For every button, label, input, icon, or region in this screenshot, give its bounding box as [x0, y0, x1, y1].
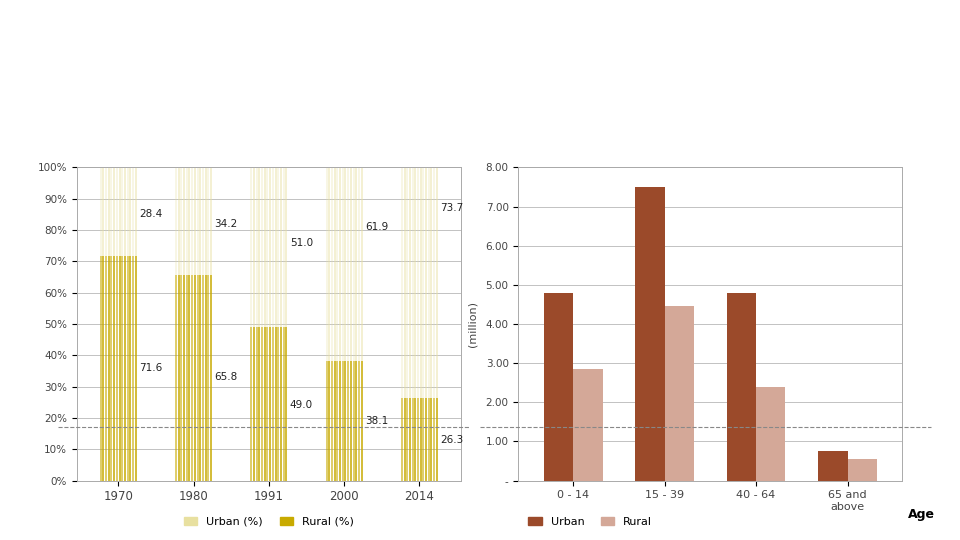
Text: 51.0: 51.0 — [290, 238, 313, 247]
Text: 49.0: 49.0 — [290, 401, 313, 410]
Text: 73.7: 73.7 — [441, 203, 464, 213]
Text: Age: Age — [908, 508, 935, 521]
Bar — [848, 459, 876, 481]
Text: 71.6: 71.6 — [139, 363, 162, 373]
Text: 61.9: 61.9 — [365, 222, 389, 232]
Bar — [544, 293, 573, 481]
Text: 28.4: 28.4 — [139, 210, 162, 219]
Text: 34.2: 34.2 — [215, 219, 238, 229]
Legend: Urban (%), Rural (%): Urban (%), Rural (%) — [180, 512, 358, 531]
Bar — [727, 293, 756, 481]
Bar — [756, 387, 785, 481]
Text: Age demographic shows the biggest
group is between 15 – 39 years old,
similar be: Age demographic shows the biggest group … — [564, 354, 799, 408]
Text: 65.8: 65.8 — [215, 372, 238, 382]
Legend: Urban, Rural: Urban, Rural — [524, 512, 657, 531]
Bar — [573, 369, 603, 481]
Text: Percentage of rural population has been
decreasing since 1970, from 71.6% to onl: Percentage of rural population has been … — [136, 361, 411, 401]
Y-axis label: (million): (million) — [468, 301, 477, 347]
Text: 38.1: 38.1 — [365, 416, 389, 426]
Bar — [664, 306, 694, 481]
Bar — [636, 187, 664, 481]
Text: 26.3: 26.3 — [441, 435, 464, 445]
Bar — [818, 451, 848, 481]
